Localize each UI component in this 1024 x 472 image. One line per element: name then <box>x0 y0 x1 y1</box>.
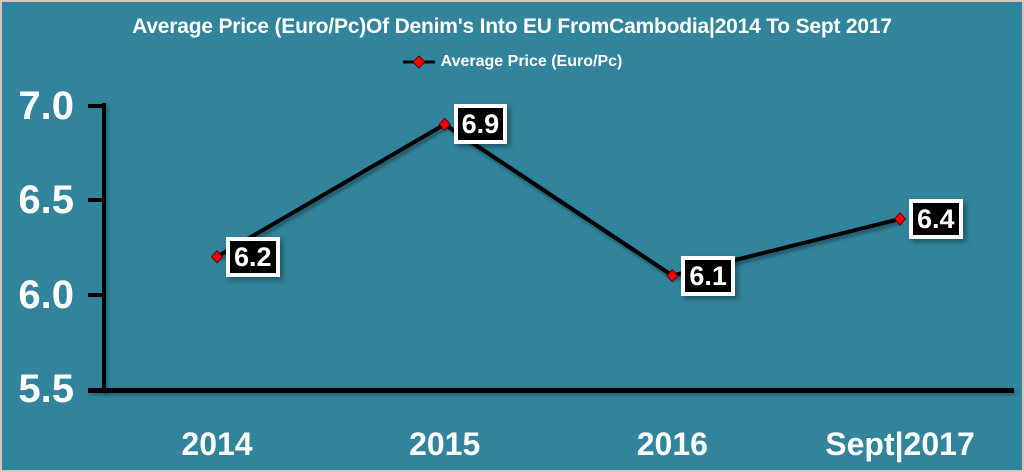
y-axis-line <box>102 103 106 393</box>
y-axis-label: 6.0 <box>18 272 74 317</box>
x-axis-line <box>88 388 1014 393</box>
data-point-marker <box>438 117 451 132</box>
x-axis-label: 2014 <box>181 426 253 462</box>
data-point-marker <box>666 268 679 283</box>
y-axis-tick <box>88 292 104 297</box>
data-point-marker <box>210 249 224 264</box>
x-axis-label: Sept|2017 <box>825 426 975 462</box>
y-axis-tick <box>88 198 104 202</box>
legend-marker-icon <box>402 55 435 69</box>
chart-title: Average Price (Euro/Pc)Of Denim's Into E… <box>132 15 892 38</box>
x-axis-label: 2015 <box>409 426 481 462</box>
data-label: 6.1 <box>681 255 735 296</box>
y-axis-label: 6.5 <box>18 178 74 222</box>
legend: Average Price (Euro/Pc) <box>2 53 1022 71</box>
data-label: 6.4 <box>909 198 963 239</box>
series-line <box>215 122 901 278</box>
x-axis-label: 2016 <box>636 426 708 462</box>
data-label: 6.9 <box>453 104 508 145</box>
data-point-marker <box>893 212 907 226</box>
y-axis-label: 7.0 <box>18 83 74 128</box>
y-axis-label: 5.5 <box>18 367 74 411</box>
y-axis-tick <box>88 103 104 108</box>
legend-label: Average Price (Euro/Pc) <box>440 53 623 70</box>
data-label: 6.2 <box>226 236 280 277</box>
